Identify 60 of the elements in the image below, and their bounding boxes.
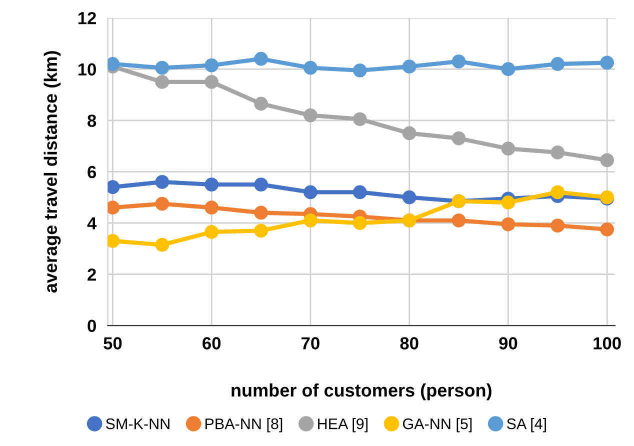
- point: [204, 200, 219, 215]
- point: [155, 60, 170, 75]
- point: [600, 222, 614, 236]
- point: [254, 178, 268, 192]
- point: [254, 206, 268, 220]
- point: [600, 153, 614, 168]
- point: [550, 146, 565, 160]
- x-tick-label: 90: [499, 337, 518, 350]
- point: [155, 196, 170, 211]
- point: [304, 185, 318, 200]
- legend-label: SA [4]: [506, 418, 546, 432]
- point: [550, 218, 565, 233]
- point: [402, 126, 416, 140]
- point: [352, 185, 367, 200]
- point: [352, 216, 367, 230]
- y-tick-label: 4: [87, 217, 97, 230]
- point: [402, 190, 416, 204]
- x-tick-label: 100: [594, 337, 621, 350]
- legend-label: HEA [9]: [318, 418, 368, 432]
- point: [452, 54, 466, 68]
- x-tick-label: 60: [202, 337, 221, 350]
- legend-label: GA-NN [5]: [402, 418, 472, 432]
- point: [600, 56, 614, 70]
- point: [304, 108, 318, 122]
- point: [501, 62, 516, 76]
- point: [501, 217, 516, 232]
- point: [352, 112, 367, 126]
- point: [501, 196, 516, 210]
- point: [452, 131, 466, 146]
- point: [204, 58, 219, 72]
- y-tick-label: 2: [88, 268, 96, 281]
- point: [452, 213, 466, 228]
- x-tick-label: 70: [302, 337, 320, 350]
- y-tick-label: 8: [88, 114, 96, 127]
- point: [204, 75, 219, 89]
- point: [204, 178, 219, 192]
- y-tick-label: 12: [78, 12, 96, 24]
- point: [352, 63, 367, 78]
- point: [550, 185, 565, 200]
- x-tick-label: 50: [104, 337, 122, 350]
- point: [304, 213, 318, 228]
- point: [254, 52, 268, 66]
- point: [254, 224, 268, 238]
- y-tick-label: 10: [78, 63, 96, 76]
- point: [402, 60, 416, 74]
- point: [254, 96, 268, 111]
- point: [550, 57, 565, 71]
- point: [155, 238, 170, 252]
- legend-label: SM-K-NN: [106, 418, 170, 430]
- point: [155, 75, 170, 89]
- legend-label: PBA-NN [8]: [205, 418, 282, 432]
- point: [501, 142, 516, 156]
- y-tick-label: 6: [88, 166, 96, 178]
- point: [204, 225, 219, 239]
- y-axis-title: average travel distance (km): [44, 51, 61, 293]
- x-tick-label: 80: [400, 337, 418, 350]
- point: [155, 175, 170, 189]
- x-axis-title: number of customers (person): [232, 383, 492, 400]
- point: [304, 60, 318, 75]
- y-tick-label: 0: [88, 320, 96, 332]
